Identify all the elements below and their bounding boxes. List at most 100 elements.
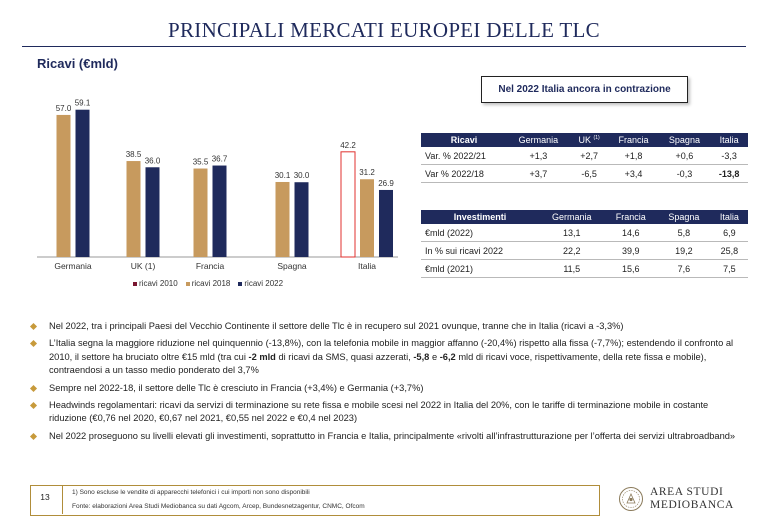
- investimenti-header-spagna: Spagna: [656, 210, 711, 224]
- bullet-item: Nel 2022 proseguono su livelli elevati g…: [29, 430, 748, 443]
- bullet-bold: -2 mld: [248, 351, 276, 362]
- bar-data-label: 36.7: [212, 155, 228, 164]
- italy-callout-box: Nel 2022 Italia ancora in contrazione: [481, 76, 688, 103]
- bar-data-label: 59.1: [75, 99, 91, 108]
- table-cell: +1,3: [507, 147, 570, 165]
- table-cell: -6,5: [569, 164, 609, 183]
- revenue-bar-chart: 57.059.1 Germania 38.536.0 UK (1) 35.5 36.7 Fr…: [37, 99, 398, 271]
- investimenti-header-germania: Germania: [539, 210, 605, 224]
- bar-ricavi-2018-spagna: [275, 181, 290, 257]
- diamond-bullet-icon: [29, 401, 38, 410]
- table-row: €mld (2021) 11,5 15,6 7,6 7,5: [421, 259, 748, 278]
- legend-label-2010: ricavi 2010: [139, 279, 178, 288]
- bar-data-label: 42.2: [340, 141, 356, 150]
- bullet-bold: -6,2: [439, 351, 456, 362]
- title-divider: [22, 46, 746, 47]
- ricavi-header-spagna: Spagna: [658, 133, 711, 147]
- table-cell: 19,2: [656, 241, 711, 260]
- bar-ricavi-2018-francia: [193, 168, 208, 257]
- diamond-bullet-icon: [29, 384, 38, 392]
- bullet-bold: -5,8: [413, 351, 430, 362]
- bullet-text: mld di ricavi voce, rispettivamente, del…: [49, 351, 707, 376]
- legend-label-2022: ricavi 2022: [244, 279, 284, 288]
- legend-swatch-2010: [133, 281, 137, 286]
- investimenti-header-francia: Francia: [604, 210, 657, 224]
- bullet-list: Nel 2022, tra i principali Paesi del Vec…: [29, 320, 748, 447]
- bar-ricavi-2022-germania: [75, 109, 90, 257]
- table-cell: 7,5: [710, 259, 748, 278]
- diamond-bullet-icon: [29, 432, 38, 440]
- bar-data-label: 30.1: [275, 171, 291, 180]
- x-tick-label: Germania: [54, 261, 92, 271]
- footer-divider: [62, 485, 63, 514]
- table-cell: +0,6: [658, 147, 711, 165]
- ricavi-header-francia: Francia: [608, 133, 659, 147]
- table-cell: Var % 2022/18: [421, 164, 507, 183]
- table-row: In % sui ricavi 2022 22,2 39,9 19,2 25,8: [421, 241, 748, 260]
- page-title: PRINCIPALI MERCATI EUROPEI DELLE TLC: [168, 18, 600, 42]
- bar-data-label: 57.0: [56, 104, 72, 113]
- bar-ricavi-2010-italia: [340, 151, 356, 258]
- bullet-item: Headwinds regolamentari: ricavi da servi…: [29, 399, 748, 426]
- bar-ricavi-2022-italia: [379, 189, 393, 257]
- bullet-item: Nel 2022, tra i principali Paesi del Vec…: [29, 320, 748, 333]
- legend-swatch-2022: [238, 281, 243, 286]
- bullet-text: Sempre nel 2022-18, il settore delle Tlc…: [49, 382, 424, 393]
- ricavi-table-header: Ricavi Germania UK (1) Francia Spagna It…: [421, 133, 748, 147]
- bullet-text: e: [429, 351, 440, 362]
- chart-subtitle: Ricavi (€mld): [37, 56, 118, 71]
- table-cell: Var. % 2022/21: [421, 147, 507, 165]
- x-tick-label: Italia: [358, 261, 376, 271]
- bar-ricavi-2018-germania: [56, 114, 71, 257]
- bullet-item: L’Italia segna la maggiore riduzione nel…: [29, 337, 748, 377]
- chart-legend: ricavi 2010 ricavi 2018 ricavi 2022: [133, 279, 283, 288]
- legend-item-2022: ricavi 2022: [238, 279, 283, 288]
- table-cell: +3,4: [608, 164, 659, 183]
- bullet-item: Sempre nel 2022-18, il settore delle Tlc…: [29, 382, 748, 395]
- table-cell: +3,7: [507, 164, 570, 183]
- legend-label-2018: ricavi 2018: [191, 279, 231, 288]
- logo-line-2: MEDIOBANCA: [650, 499, 734, 511]
- ricavi-table: Ricavi Germania UK (1) Francia Spagna It…: [421, 133, 748, 183]
- table-cell: 13,1: [539, 224, 605, 242]
- bar-data-label: 35.5: [193, 158, 209, 167]
- table-cell: 22,2: [539, 241, 605, 260]
- table-cell: 25,8: [710, 241, 748, 260]
- bar-ricavi-2018-uk1: [126, 161, 141, 257]
- investimenti-table: Investimenti Germania Francia Spagna Ita…: [421, 210, 748, 278]
- source-note: Fonte: elaborazioni Area Studi Mediobanc…: [72, 503, 365, 510]
- table-row: Var. % 2022/21 +1,3 +2,7 +1,8 +0,6 -3,3: [421, 147, 748, 165]
- bar-ricavi-2022-francia: [212, 165, 227, 257]
- table-cell: +2,7: [569, 147, 609, 165]
- x-tick-label: Francia: [196, 261, 225, 271]
- table-cell: 15,6: [604, 259, 657, 278]
- bar-data-label: 38.5: [126, 150, 142, 159]
- ricavi-header-germania: Germania: [507, 133, 570, 147]
- table-cell: -0,3: [658, 164, 711, 183]
- ricavi-header-uk: UK (1): [569, 133, 609, 147]
- table-cell: -3,3: [710, 147, 748, 165]
- table-cell: 11,5: [539, 259, 605, 278]
- table-cell: 6,9: [710, 224, 748, 242]
- table-cell: In % sui ricavi 2022: [421, 241, 539, 260]
- bar-data-label: 30.0: [294, 171, 310, 180]
- bar-ricavi-2022-uk1: [145, 167, 160, 257]
- legend-item-2010: ricavi 2010: [133, 279, 178, 288]
- logo-line-1: AREA STUDI: [650, 486, 724, 498]
- bullet-text: L’Italia segna la maggiore riduzione nel…: [49, 338, 734, 362]
- mediobanca-logo: AREA STUDI MEDIOBANCA: [618, 486, 734, 512]
- bullet-text: Nel 2022 proseguono su livelli elevati g…: [49, 430, 736, 441]
- bullet-text: di ricavi da SMS, quasi azzerati,: [275, 351, 414, 362]
- diamond-bullet-icon: [29, 322, 38, 331]
- bullet-text: Nel 2022, tra i principali Paesi del Vec…: [49, 321, 624, 331]
- table-cell: +1,8: [608, 147, 659, 165]
- table-row: Var % 2022/18 +3,7 -6,5 +3,4 -0,3 -13,8: [421, 164, 748, 183]
- x-tick-label: UK (1): [131, 261, 156, 271]
- investimenti-table-header: Investimenti Germania Francia Spagna Ita…: [421, 210, 748, 224]
- bar-ricavi-2022-spagna: [294, 182, 309, 257]
- table-cell-highlight: -13,8: [710, 164, 748, 183]
- bar-data-label: 26.9: [378, 179, 394, 188]
- table-cell: 14,6: [604, 224, 657, 242]
- table-cell: 5,8: [656, 224, 711, 242]
- footnote: 1) Sono escluse le vendite di apparecchi…: [72, 489, 310, 496]
